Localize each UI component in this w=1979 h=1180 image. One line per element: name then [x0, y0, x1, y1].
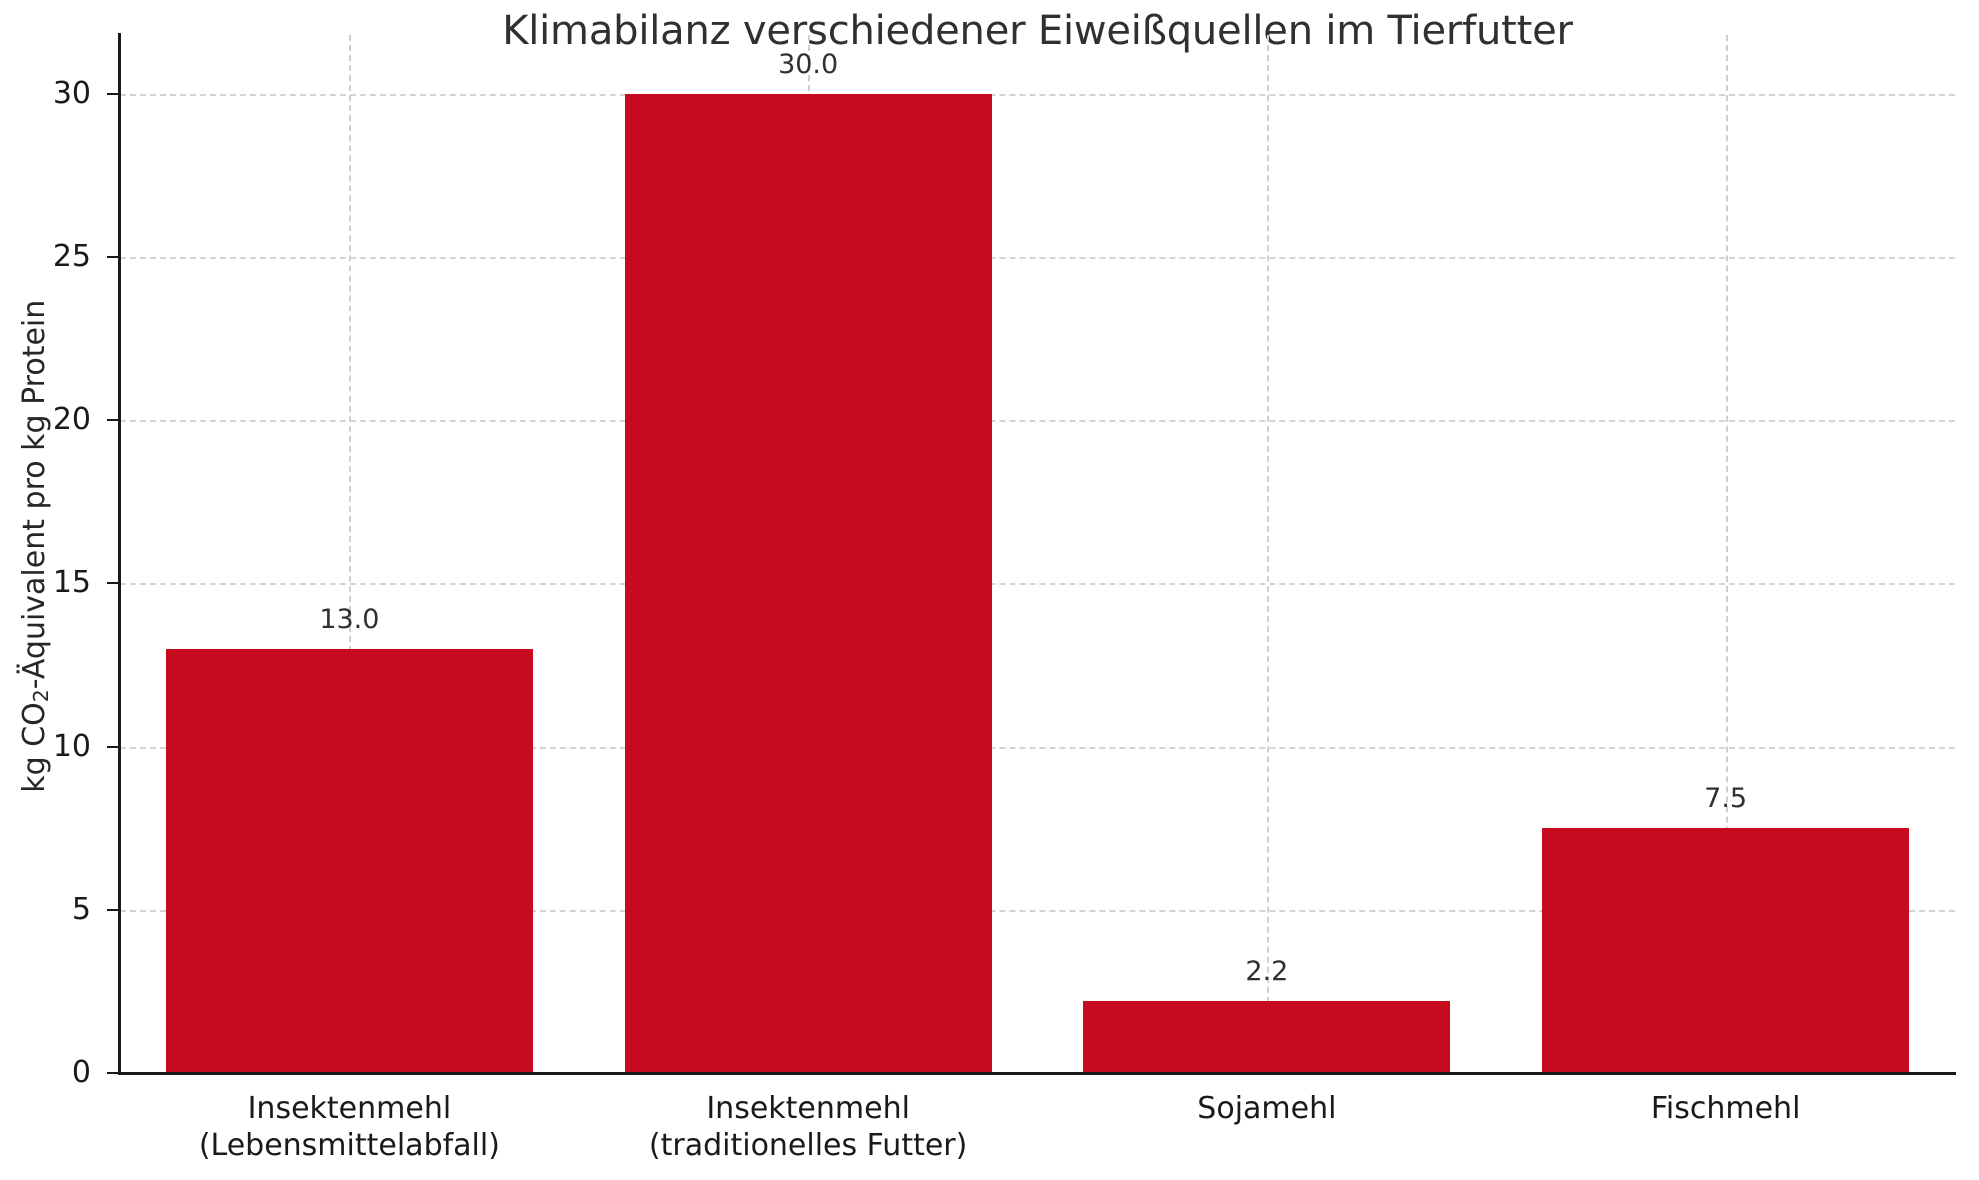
- bar-value-label-2: 2.2: [1245, 956, 1289, 988]
- bar-value-label-0: 13.0: [319, 603, 380, 635]
- y-tick-mark-10: [107, 745, 119, 748]
- y-tick-label-20: 20: [52, 402, 91, 438]
- y-axis-label-subscript: 2: [29, 689, 54, 703]
- bar-value-label-3: 7.5: [1704, 783, 1748, 815]
- y-tick-mark-0: [107, 1072, 119, 1074]
- y-tick-label-5: 5: [71, 891, 91, 927]
- x-tick-label-3: Fischmehl: [1650, 1091, 1801, 1126]
- gridline-x-0: [349, 35, 352, 1073]
- y-axis-label-post: -Äquivalent pro kg Protein: [16, 299, 52, 690]
- y-tick-label-0: 0: [71, 1055, 91, 1090]
- bar-0[interactable]: [165, 648, 533, 1073]
- gridline-x-2: [1266, 35, 1269, 1073]
- gridline-y-5: [120, 909, 1955, 912]
- y-axis-label: kg CO2-Äquivalent pro kg Protein: [17, 26, 53, 1066]
- gridline-y-15: [120, 583, 1955, 586]
- y-tick-label-10: 10: [52, 728, 91, 764]
- gridline-y-10: [120, 746, 1955, 749]
- y-tick-mark-5: [107, 908, 119, 911]
- y-tick-label-30: 30: [52, 75, 91, 111]
- gridline-x-3: [1725, 35, 1728, 1073]
- y-tick-mark-25: [107, 255, 119, 258]
- gridline-y-20: [120, 420, 1955, 423]
- y-tick-label-25: 25: [52, 238, 91, 274]
- y-tick-mark-15: [107, 582, 119, 585]
- bar-1[interactable]: [624, 93, 992, 1073]
- gridline-y-25: [120, 256, 1955, 259]
- y-tick-mark-30: [107, 92, 119, 95]
- chart-title: Klimabilanz verschiedener Eiweißquellen …: [502, 8, 1573, 54]
- bar-2[interactable]: [1083, 1001, 1451, 1073]
- y-axis-spine: [118, 33, 121, 1075]
- gridline-y-30: [120, 93, 1955, 96]
- x-tick-label-1: Insektenmehl (traditionelles Futter): [648, 1091, 968, 1163]
- x-tick-label-2: Sojamehl: [1197, 1091, 1337, 1126]
- bar-3[interactable]: [1542, 828, 1910, 1073]
- bar-value-label-1: 30.0: [778, 48, 839, 80]
- x-tick-label-0: Insektenmehl (Lebensmittelabfall): [198, 1091, 500, 1163]
- y-tick-label-15: 15: [52, 565, 91, 601]
- y-axis-label-pre: kg CO: [16, 702, 52, 793]
- x-axis-spine: [118, 1072, 1956, 1075]
- plot-area: [120, 35, 1955, 1075]
- y-tick-mark-20: [107, 419, 119, 422]
